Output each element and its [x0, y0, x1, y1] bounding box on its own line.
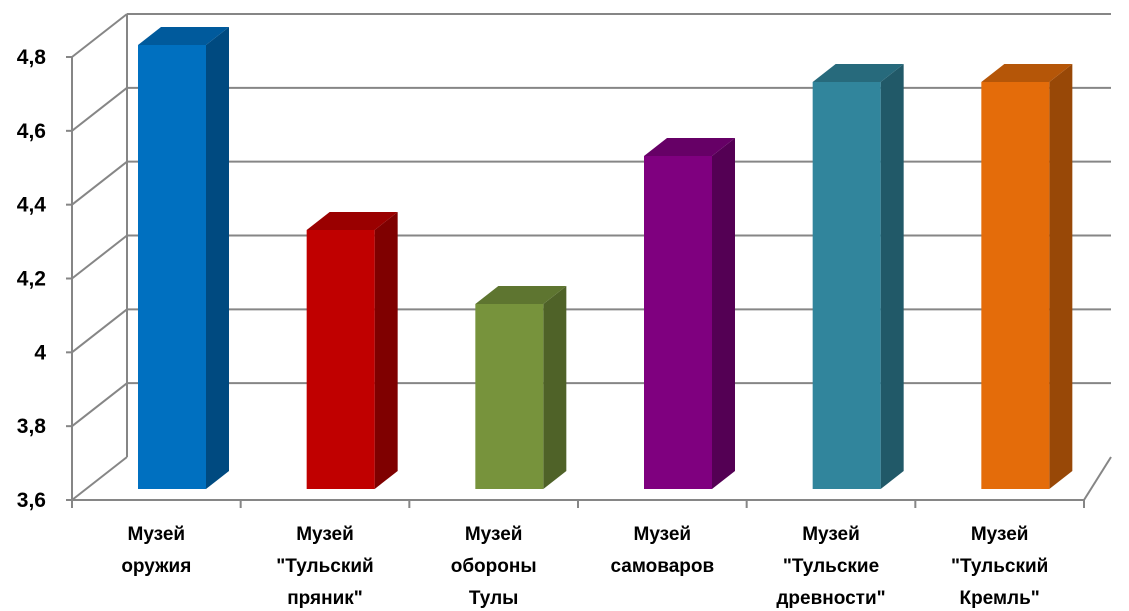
bar-front: [981, 82, 1050, 489]
value-axis: 3,6 3,8 4 4,2 4,4 4,6 4,8: [17, 46, 73, 512]
bar-3: [475, 286, 567, 489]
bar-side: [206, 27, 229, 489]
gridline-diagonal: [71, 456, 128, 501]
y-tick-label: 4,8: [17, 46, 47, 69]
gridline-diagonal: [71, 308, 128, 354]
bar-top: [644, 138, 735, 156]
bar-top: [306, 212, 398, 230]
bars: [138, 27, 1073, 489]
bar-top: [138, 27, 229, 45]
bar-top: [981, 64, 1073, 82]
bar-top: [475, 286, 567, 304]
x-category-label: Музей обороны Тулы: [451, 524, 537, 609]
y-tick-label: 4,2: [17, 268, 46, 291]
bar-2: [306, 212, 398, 489]
bar-side: [374, 212, 398, 489]
bar-1: [138, 27, 229, 489]
bar-front: [306, 230, 375, 489]
bar-side: [1049, 64, 1073, 489]
y-tick-label: 4: [34, 341, 46, 364]
bar-side: [543, 286, 567, 489]
x-category-label: Музей "Тульские древности": [776, 524, 885, 609]
gridline-diagonal: [71, 13, 128, 58]
bar-side: [880, 64, 904, 489]
gridline-diagonal: [71, 234, 128, 280]
floor-right-edge: [1083, 456, 1112, 501]
x-category-label: Музей оружия: [121, 524, 191, 577]
bar-4: [644, 138, 735, 489]
bar-front: [138, 45, 206, 489]
bar-6: [981, 64, 1073, 489]
x-category-label: Музей самоваров: [610, 524, 714, 577]
bar-front: [644, 156, 712, 489]
gridline-diagonal: [71, 382, 128, 427]
category-axis: Музей оружия Музей "Тульский пряник" Музей обо…: [71, 500, 1085, 609]
bar-front: [812, 82, 881, 489]
y-tick-label: 3,8: [17, 415, 47, 438]
y-tick-label: 3,6: [17, 489, 46, 512]
x-category-label: Музей "Тульский Кремль": [951, 524, 1048, 609]
x-category-label: Музей "Тульский пряник": [276, 524, 373, 609]
y-tick-label: 4,4: [17, 194, 47, 217]
bar-front: [475, 304, 544, 489]
gridline-diagonal: [71, 160, 128, 206]
gridline-diagonal: [71, 87, 128, 132]
bar-5: [812, 64, 904, 489]
bar-side: [712, 138, 735, 489]
y-tick-label: 4,6: [17, 120, 46, 143]
bar-top: [812, 64, 904, 82]
